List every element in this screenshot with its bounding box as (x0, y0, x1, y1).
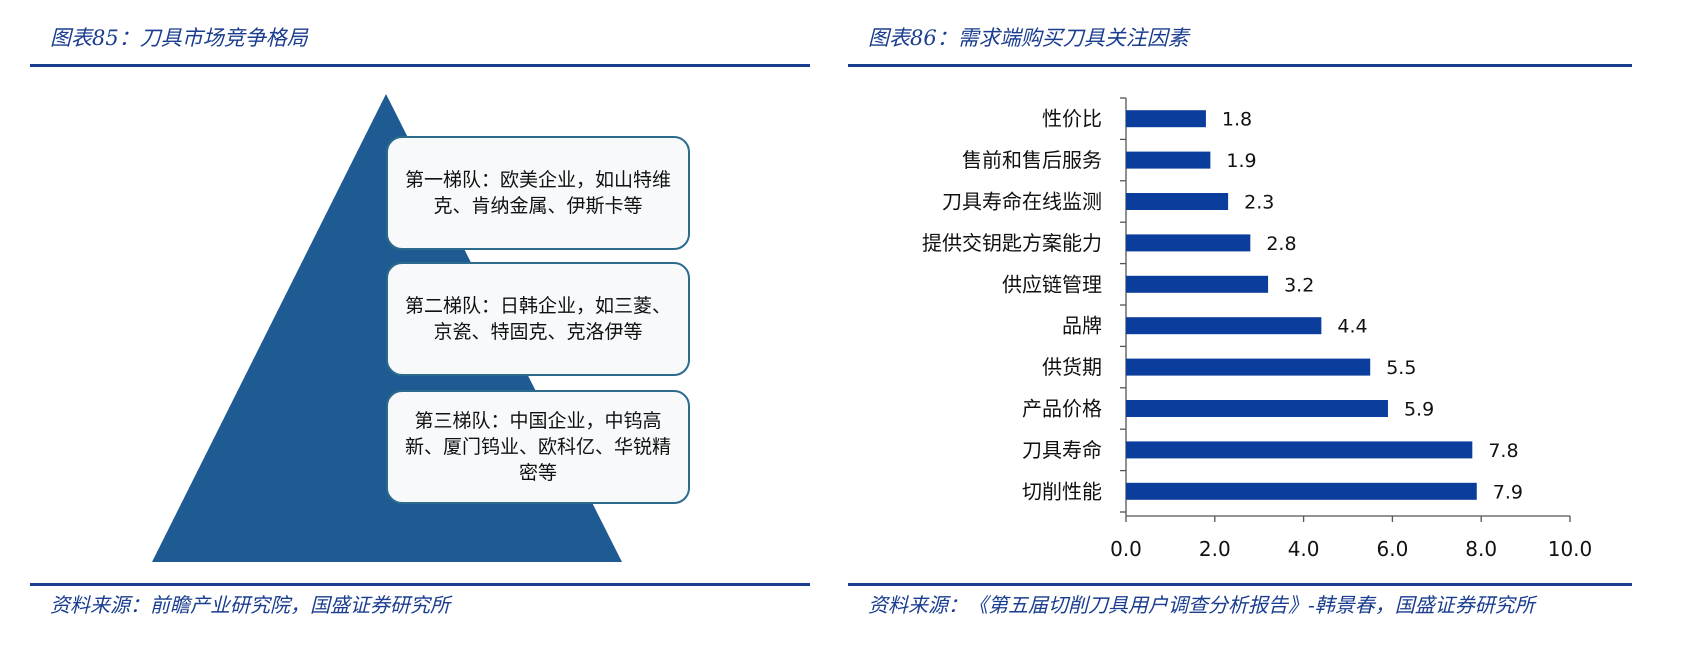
bar-value-label: 5.9 (1404, 399, 1434, 421)
x-tick-label: 10.0 (1548, 537, 1593, 561)
category-label: 刀具寿命在线监测 (942, 190, 1102, 214)
x-tick-label: 0.0 (1110, 537, 1142, 561)
bar-value-label: 1.9 (1226, 150, 1256, 172)
tier-3-box: 第三梯队：中国企业，中钨高新、厦门钨业、欧科亿、华锐精密等 (386, 390, 690, 504)
left-title-rule (30, 64, 810, 67)
x-tick-label: 8.0 (1465, 537, 1497, 561)
left-panel-title: 图表85：刀具市场竞争格局 (50, 26, 308, 50)
right-source-rule (848, 583, 1632, 586)
bar-value-label: 4.4 (1337, 316, 1367, 338)
left-source-note: 资料来源：前瞻产业研究院，国盛证券研究所 (50, 593, 450, 617)
data-bar (1126, 151, 1211, 169)
tier-1-box: 第一梯队：欧美企业，如山特维克、肯纳金属、伊斯卡等 (386, 136, 690, 250)
category-label: 刀具寿命 (1022, 438, 1102, 462)
bar-value-label: 2.8 (1266, 233, 1296, 255)
category-label: 供应链管理 (1002, 272, 1102, 296)
tier-1-text: 第一梯队：欧美企业，如山特维克、肯纳金属、伊斯卡等 (404, 169, 671, 217)
x-tick-label: 6.0 (1376, 537, 1408, 561)
data-bar (1126, 400, 1388, 417)
bar-value-label: 7.8 (1488, 440, 1518, 462)
data-bar (1126, 317, 1322, 335)
data-bar (1126, 234, 1251, 252)
tier-2-text: 第二梯队：日韩企业，如三菱、京瓷、特固克、克洛伊等 (404, 295, 671, 343)
bar-value-label: 1.8 (1222, 109, 1252, 131)
bar-value-label: 3.2 (1284, 274, 1314, 296)
bar-value-label: 5.5 (1386, 357, 1416, 379)
x-tick-label: 2.0 (1199, 537, 1231, 561)
category-label: 品牌 (1062, 314, 1102, 338)
right-source-note: 资料来源：《第五届切削刀具用户调查分析报告》-韩景春，国盛证券研究所 (868, 593, 1535, 617)
category-label: 售前和售后服务 (962, 148, 1102, 172)
data-bar (1126, 482, 1477, 500)
data-bar (1126, 193, 1229, 210)
right-panel-title: 图表86：需求端购买刀具关注因素 (868, 26, 1189, 50)
category-label: 产品价格 (1022, 397, 1102, 421)
bar-chart: 性价比 1.8 售前和售后服务 1.9 刀具寿命在线监测 2.3 提供交钥匙方案能力 2.8 供… (922, 97, 1593, 561)
data-bar (1126, 275, 1269, 293)
tier-3-text: 第三梯队：中国企业，中钨高新、厦门钨业、欧科亿、华锐精密等 (404, 410, 671, 484)
category-label: 提供交钥匙方案能力 (922, 231, 1102, 255)
bar-value-label: 2.3 (1244, 192, 1274, 214)
category-label: 性价比 (1042, 107, 1102, 131)
data-bar (1126, 110, 1206, 128)
data-bar (1126, 358, 1371, 376)
tier-2-box: 第二梯队：日韩企业，如三菱、京瓷、特固克、克洛伊等 (386, 262, 690, 376)
left-source-rule (30, 583, 810, 586)
bar-value-label: 7.9 (1493, 481, 1523, 503)
right-title-rule (848, 64, 1632, 67)
x-tick-label: 4.0 (1288, 537, 1320, 561)
category-label: 切削性能 (1022, 479, 1102, 503)
data-bar (1126, 441, 1473, 459)
category-label: 供货期 (1042, 355, 1102, 379)
